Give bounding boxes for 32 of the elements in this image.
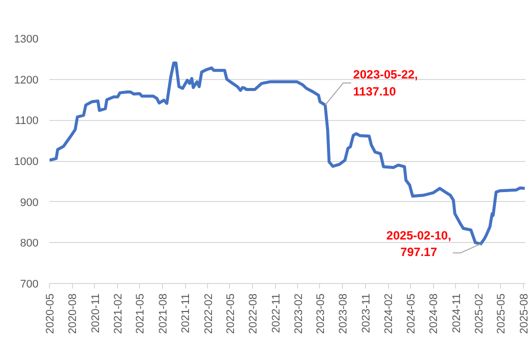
annotation: 2025-02-10, 797.17 xyxy=(386,228,452,260)
annotation: 2023-05-22, 1137.10 xyxy=(353,68,418,98)
x-tick-label: 2025-05 xyxy=(496,293,508,334)
x-tick-label: 2020-11 xyxy=(90,293,102,334)
x-tick-label: 2022-08 xyxy=(248,293,260,334)
y-tick-label: 700 xyxy=(20,278,39,290)
x-tick-label: 2023-05 xyxy=(314,293,327,334)
x-tick-label: 2025-08 xyxy=(518,293,530,334)
x-tick-label: 2020-08 xyxy=(67,293,80,334)
x-tick-label: 2024-08 xyxy=(428,293,440,334)
x-tick-label: 2024-02 xyxy=(383,293,396,334)
y-tick-label: 1300 xyxy=(14,34,39,46)
x-tick-label: 2023-08 xyxy=(338,293,350,334)
y-tick-label: 800 xyxy=(20,238,39,250)
x-tick-label: 2023-02 xyxy=(293,293,305,334)
x-tick-label: 2020-05 xyxy=(44,293,56,334)
x-tick-label: 2022-11 xyxy=(270,293,282,334)
y-tick-label: 1100 xyxy=(14,115,38,128)
x-tick-label: 2025-02 xyxy=(474,293,486,334)
x-tick-label: 2022-02 xyxy=(202,293,215,334)
x-tick-label: 2024-11 xyxy=(450,293,463,334)
y-tick-label: 900 xyxy=(20,196,39,209)
x-tick-label: 2022-05 xyxy=(224,293,237,334)
y-tick-label: 1200 xyxy=(14,74,39,86)
x-tick-label: 2021-11 xyxy=(180,293,192,334)
x-tick-label: 2024-05 xyxy=(405,293,418,334)
line-series xyxy=(50,62,526,246)
y-tick-label: 1000 xyxy=(14,156,39,168)
x-tick-label: 2021-08 xyxy=(157,293,170,334)
x-tick-label: 2021-05 xyxy=(134,293,147,334)
x-tick-label: 2023-11 xyxy=(360,293,372,334)
x-tick-label: 2021-02 xyxy=(112,293,125,334)
